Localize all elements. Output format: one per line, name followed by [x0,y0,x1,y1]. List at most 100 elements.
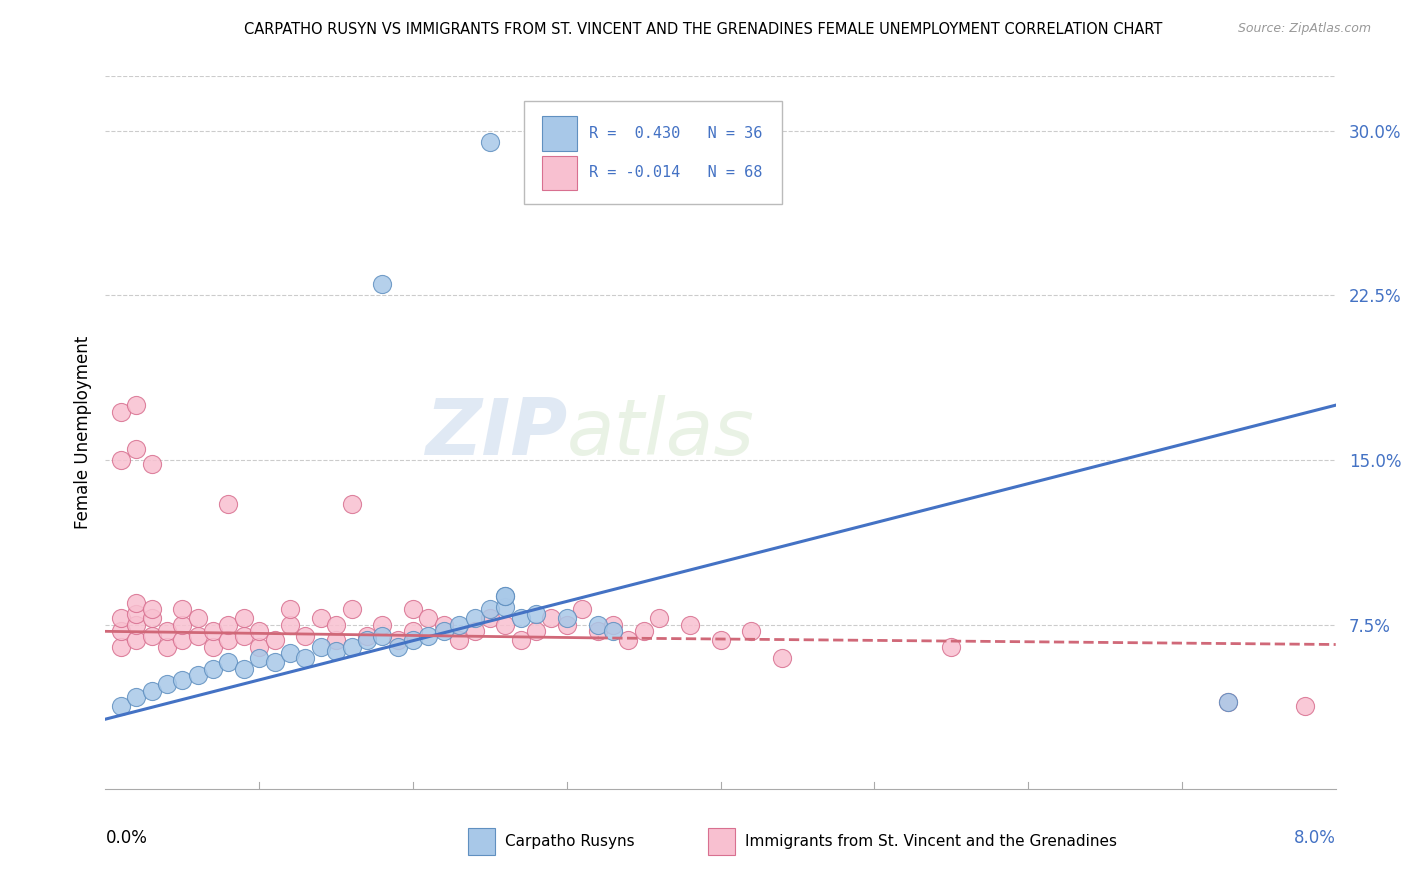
Point [110,453,132,467]
Text: R =  0.430   N = 36: R = 0.430 N = 36 [589,126,762,141]
Point [356,629,378,643]
Point [340,640,363,654]
FancyBboxPatch shape [524,101,782,204]
Text: CARPATHO RUSYN VS IMMIGRANTS FROM ST. VINCENT AND THE GRENADINES FEMALE UNEMPLOY: CARPATHO RUSYN VS IMMIGRANTS FROM ST. VI… [243,22,1163,37]
Point [648,611,671,625]
Point [325,644,347,658]
Point [555,611,578,625]
Point [371,277,394,292]
Point [325,633,347,648]
Point [387,633,409,648]
Point [633,624,655,639]
FancyBboxPatch shape [709,828,735,855]
Point [478,611,501,625]
Point [263,633,285,648]
Point [187,629,209,643]
Point [172,617,194,632]
Point [1294,698,1316,713]
Point [449,633,471,648]
Point [294,650,316,665]
Point [247,624,270,639]
Point [202,662,225,676]
Point [1216,695,1239,709]
Point [172,602,194,616]
Point [464,624,486,639]
FancyBboxPatch shape [543,156,576,190]
Point [325,617,347,632]
Point [110,698,132,713]
Point [340,497,363,511]
Point [356,633,378,648]
Point [110,611,132,625]
Point [494,600,516,615]
Point [540,611,562,625]
Point [1216,695,1239,709]
Point [555,617,578,632]
Text: ZIP: ZIP [425,394,567,471]
Point [110,405,132,419]
Text: R = -0.014   N = 68: R = -0.014 N = 68 [589,165,762,180]
Point [156,677,179,691]
Point [402,602,425,616]
Point [464,611,486,625]
Point [294,629,316,643]
Point [478,135,501,149]
FancyBboxPatch shape [468,828,495,855]
Point [433,624,456,639]
Point [494,589,516,603]
Point [340,602,363,616]
Point [172,673,194,687]
Point [278,602,301,616]
Point [247,650,270,665]
Point [202,624,225,639]
Point [232,629,254,643]
Point [418,611,440,625]
Point [770,650,793,665]
Text: Carpatho Rusyns: Carpatho Rusyns [505,834,636,849]
Y-axis label: Female Unemployment: Female Unemployment [73,336,91,529]
Point [141,458,163,472]
Point [218,633,240,648]
Point [586,624,609,639]
Point [494,617,516,632]
Point [387,640,409,654]
Text: Immigrants from St. Vincent and the Grenadines: Immigrants from St. Vincent and the Gren… [745,834,1118,849]
Point [478,602,501,616]
Point [202,640,225,654]
Point [156,640,179,654]
Point [187,611,209,625]
Text: 0.0%: 0.0% [105,829,148,847]
Point [156,624,179,639]
Text: 8.0%: 8.0% [1294,829,1336,847]
Point [110,624,132,639]
Point [263,655,285,669]
Point [571,602,593,616]
Point [309,640,332,654]
Point [187,668,209,682]
Point [247,640,270,654]
Point [141,629,163,643]
Point [740,624,762,639]
Point [278,646,301,660]
Point [125,596,148,610]
Point [110,640,132,654]
Point [449,617,471,632]
Point [941,640,963,654]
Point [309,611,332,625]
Text: atlas: atlas [567,394,755,471]
Point [602,617,624,632]
Point [402,633,425,648]
Point [125,607,148,621]
Point [125,398,148,412]
Point [125,617,148,632]
Point [524,624,547,639]
Point [232,662,254,676]
Point [371,629,394,643]
Point [218,655,240,669]
Point [218,497,240,511]
Point [278,617,301,632]
Point [141,683,163,698]
Point [141,602,163,616]
Point [433,617,456,632]
Point [125,442,148,456]
